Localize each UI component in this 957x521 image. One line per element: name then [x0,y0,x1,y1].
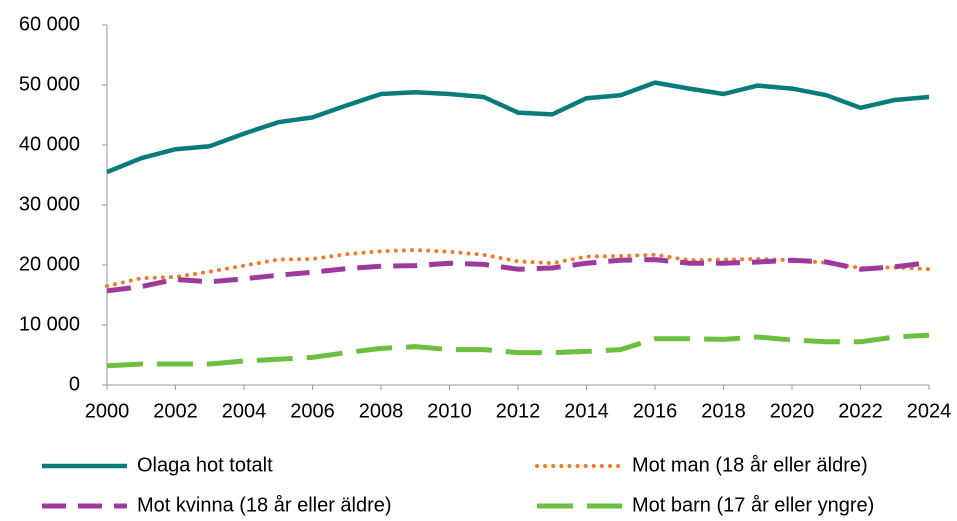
line-series [106,257,930,294]
x-tick-label: 2018 [701,400,746,422]
y-tick-label: 50 000 [19,73,80,95]
y-tick-label: 60 000 [19,13,80,35]
x-tick-label: 2004 [222,400,267,422]
x-tick-label: 2016 [633,400,678,422]
x-tick-label: 2008 [359,400,404,422]
legend-label: Mot kvinna (18 år eller äldre) [137,494,392,516]
legend-label: Mot barn (17 år eller yngre) [632,494,874,516]
x-tick-label: 2006 [290,400,335,422]
x-tick-label: 2024 [907,400,952,422]
line-series [106,332,930,369]
y-tick-label: 10 000 [19,313,80,335]
x-tick-label: 2002 [153,400,198,422]
legend-label: Olaga hot totalt [137,454,273,476]
x-tick-label: 2012 [496,400,541,422]
x-tick-label: 2000 [85,400,130,422]
x-tick-label: 2022 [838,400,883,422]
legend-label: Mot man (18 år eller äldre) [632,454,868,476]
x-tick-label: 2014 [564,400,609,422]
x-tick-label: 2010 [427,400,472,422]
y-tick-label: 40 000 [19,133,80,155]
y-tick-label: 20 000 [19,253,80,275]
line-series [106,80,930,175]
y-tick-label: 0 [69,373,80,395]
x-tick-label: 2020 [770,400,815,422]
y-tick-label: 30 000 [19,193,80,215]
